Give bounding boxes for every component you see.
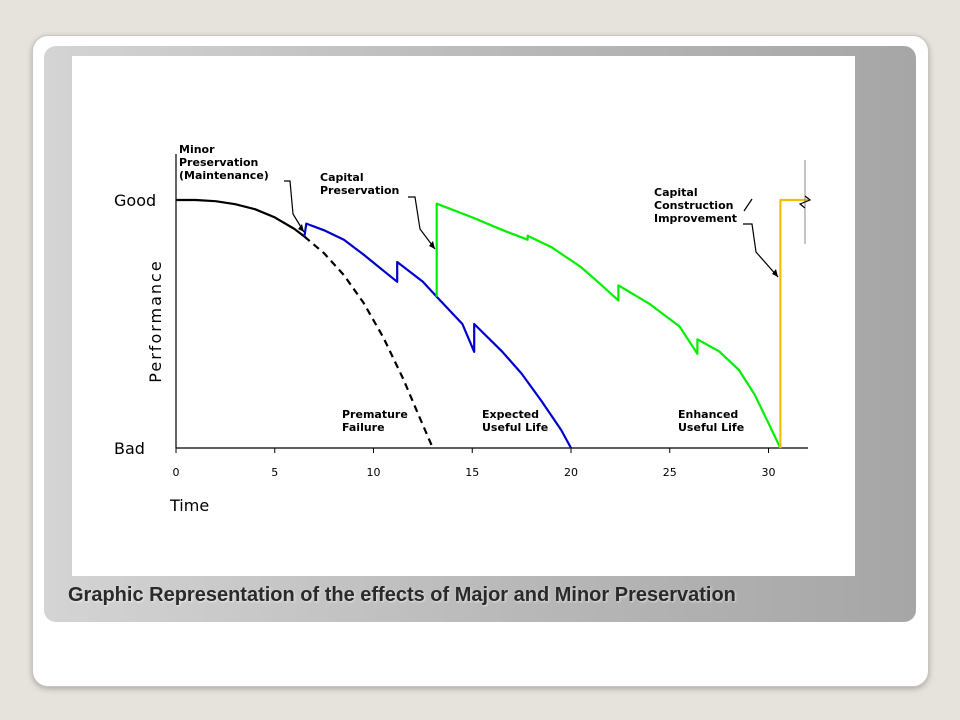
annotation-enhanced-life-line: Useful Life [678,421,744,434]
annotation-expected-life-line: Expected [482,408,539,421]
series-baseline-line [176,198,306,238]
annotation-capital-construction-line: Capital [654,186,698,199]
y-axis-label: Performance [146,259,165,382]
x-tick-label: 20 [564,466,578,479]
x-tick-label: 15 [465,466,479,479]
annotation-capital-construction-line: Construction [654,199,733,212]
x-tick-label: 30 [762,466,776,479]
series-baseline-dashed [303,235,434,449]
annotation-premature-failure-line: Premature [342,408,408,421]
annotation-enhanced-life-line: Enhanced [678,408,738,421]
leader-line [743,223,779,278]
annotation-capital-preservation-line: Capital [320,171,364,184]
chart-area: 0 5 10 15 20 25 30 Good Bad Time Performance Minor… [72,56,855,576]
break-symbol-icon [798,195,812,209]
series-construction-line [779,198,808,448]
series-minor-line [303,222,572,449]
x-tick-label: 25 [663,466,677,479]
arrowhead-icon [298,224,304,232]
y-tick-label-good: Good [114,191,156,210]
annotation-capital-construction-line: Improvement [654,212,737,225]
annotation-capital-preservation-line: Preservation [320,184,399,197]
x-tick-label: 10 [367,466,381,479]
annotation-minor-preservation-line: Preservation [179,156,258,169]
arrowhead-icon [429,241,435,249]
annotation-premature-failure-line: Failure [342,421,385,434]
leader-line [284,180,305,233]
slide-caption: Graphic Representation of the effects of… [68,584,736,606]
annotation-expected-life-line: Useful Life [482,421,548,434]
x-tick-label: 5 [271,466,278,479]
x-axis-label: Time [169,496,209,515]
performance-chart: 0 5 10 15 20 25 30 Good Bad Time Performance Minor… [114,143,812,515]
annotation-minor-preservation-line: Minor [179,143,215,156]
series-capital-line [435,202,782,449]
slash-mark [743,198,753,212]
arrowhead-icon [772,269,778,277]
annotation-minor-preservation-line: (Maintenance) [179,169,269,182]
y-tick-label-bad: Bad [114,439,145,458]
x-tick-label: 0 [173,466,180,479]
leader-line [408,196,436,250]
